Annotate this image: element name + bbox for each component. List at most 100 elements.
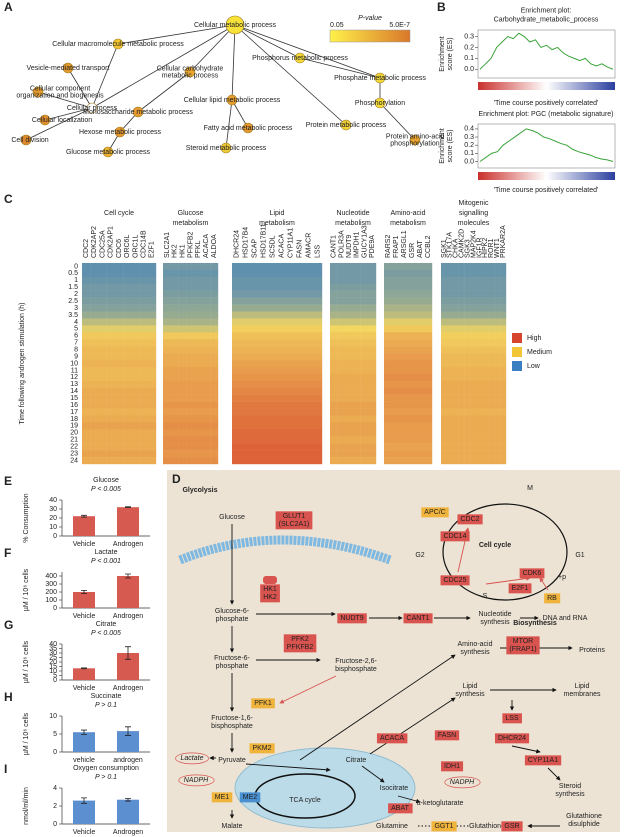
heatmap-cell [170, 401, 179, 409]
heatmap-cell [441, 415, 448, 423]
heatmap-cell [345, 263, 354, 271]
heatmap-cell [304, 415, 314, 423]
pathway-label: CANT1 [407, 615, 430, 622]
heatmap-cell [178, 263, 187, 271]
heatmap-cell [163, 443, 172, 451]
heatmap-cell [360, 366, 369, 375]
heatmap-cell [368, 422, 377, 430]
heatmap-cell [368, 297, 377, 305]
pathway-label: synthesis [555, 791, 585, 798]
gene-label: CDC6 [116, 239, 123, 258]
heatmap-cell [295, 353, 305, 361]
heatmap-cell [295, 422, 305, 430]
heatmap-cell [170, 380, 179, 388]
heatmap-cell [178, 380, 187, 388]
heatmap-cell [232, 443, 242, 451]
heatmap-cell [452, 297, 459, 305]
heatmap-cell [241, 263, 251, 271]
pathway-box [441, 761, 464, 772]
heatmap-cell [259, 304, 269, 312]
pathway-box [403, 613, 433, 624]
heatmap-cell [186, 325, 195, 333]
heatmap-cell [494, 332, 501, 340]
heatmap-cell [178, 366, 187, 375]
heatmap-cell [494, 360, 501, 368]
heatmap-cell [82, 283, 91, 291]
heatmap-cell [441, 457, 448, 465]
heatmap-cell [446, 325, 454, 333]
heatmap-cell [286, 360, 296, 368]
pathway-item: +p [558, 574, 566, 581]
heatmap-cell [416, 415, 425, 423]
node-label: Hexose metabolic process [79, 129, 162, 136]
heatmap-cell [384, 415, 393, 423]
pathway-arrow [511, 745, 541, 754]
heatmap-cell [268, 311, 278, 319]
heatmap-cell [384, 387, 393, 395]
transporter [263, 576, 277, 584]
heatmap-cell [178, 318, 187, 326]
gene-label: CDC25A [99, 230, 106, 258]
pathway-label: Glutamine [376, 823, 408, 830]
heatmap-cell [470, 401, 477, 409]
pathway-box [337, 613, 367, 624]
heatmap-cell [241, 373, 251, 382]
heatmap-cell [360, 290, 369, 298]
pathway-label: disulphide [568, 821, 600, 828]
heatmap-cell [163, 304, 172, 312]
x-tick-label: Vehicle [73, 541, 96, 548]
heatmap-cell [353, 408, 361, 416]
heatmap-cell [82, 346, 91, 354]
group-title: metabolism [335, 220, 371, 227]
heatmap-cell [337, 353, 346, 361]
plot-title: Enrichment plot: [521, 7, 572, 14]
heatmap-cell [464, 457, 471, 465]
heatmap-cell [170, 415, 179, 423]
heatmap-cell [482, 401, 489, 409]
heatmap-cell [147, 436, 157, 444]
heatmap-cell [232, 380, 242, 388]
heatmap-cell [337, 443, 346, 451]
heatmap-cell [337, 366, 346, 375]
network-node [114, 126, 126, 138]
heatmap-cell [337, 401, 346, 409]
heatmap-cell [392, 283, 401, 291]
heatmap-cell [286, 387, 296, 395]
heatmap-cell [368, 360, 377, 368]
heatmap-cell [114, 283, 124, 291]
heatmap-cell [114, 415, 124, 423]
heatmap-cell [147, 263, 157, 271]
pathway-box [431, 821, 457, 832]
heatmap-cell [82, 325, 91, 333]
panel-letter: G [4, 618, 13, 632]
pathway-arrow [539, 577, 549, 591]
heatmap-cell [170, 297, 179, 305]
heatmap-cell [458, 353, 465, 361]
node-label: phosphorylation [390, 140, 440, 147]
heatmap-cell [452, 353, 459, 361]
network-node [225, 15, 245, 35]
heatmap-cell [400, 394, 409, 402]
heatmap-cell [416, 387, 425, 395]
heatmap-cell [170, 290, 179, 298]
pathway-label: Fructose-1,6- [211, 715, 253, 722]
heatmap-cell [147, 450, 157, 458]
heatmap-cell [452, 443, 459, 451]
heatmap-cell [114, 269, 124, 278]
heatmap-cell [114, 339, 124, 347]
y-tick-label: 20 [49, 659, 57, 666]
heatmap-cell [392, 415, 401, 423]
time-label: 1.5 [68, 284, 78, 291]
heatmap-cell [131, 339, 140, 347]
heatmap-cell [452, 429, 459, 437]
heatmap-cell [384, 436, 393, 444]
time-label: 0.5 [68, 270, 78, 277]
heatmap-cell [123, 276, 132, 284]
heatmap-cell [353, 429, 361, 437]
heatmap-cell [360, 450, 369, 458]
pathway-label: NUDT9 [340, 615, 363, 622]
heatmap-cell [313, 325, 323, 333]
heatmap-cell [360, 311, 369, 319]
heatmap-cell [241, 304, 251, 312]
heatmap-cell [353, 311, 361, 319]
